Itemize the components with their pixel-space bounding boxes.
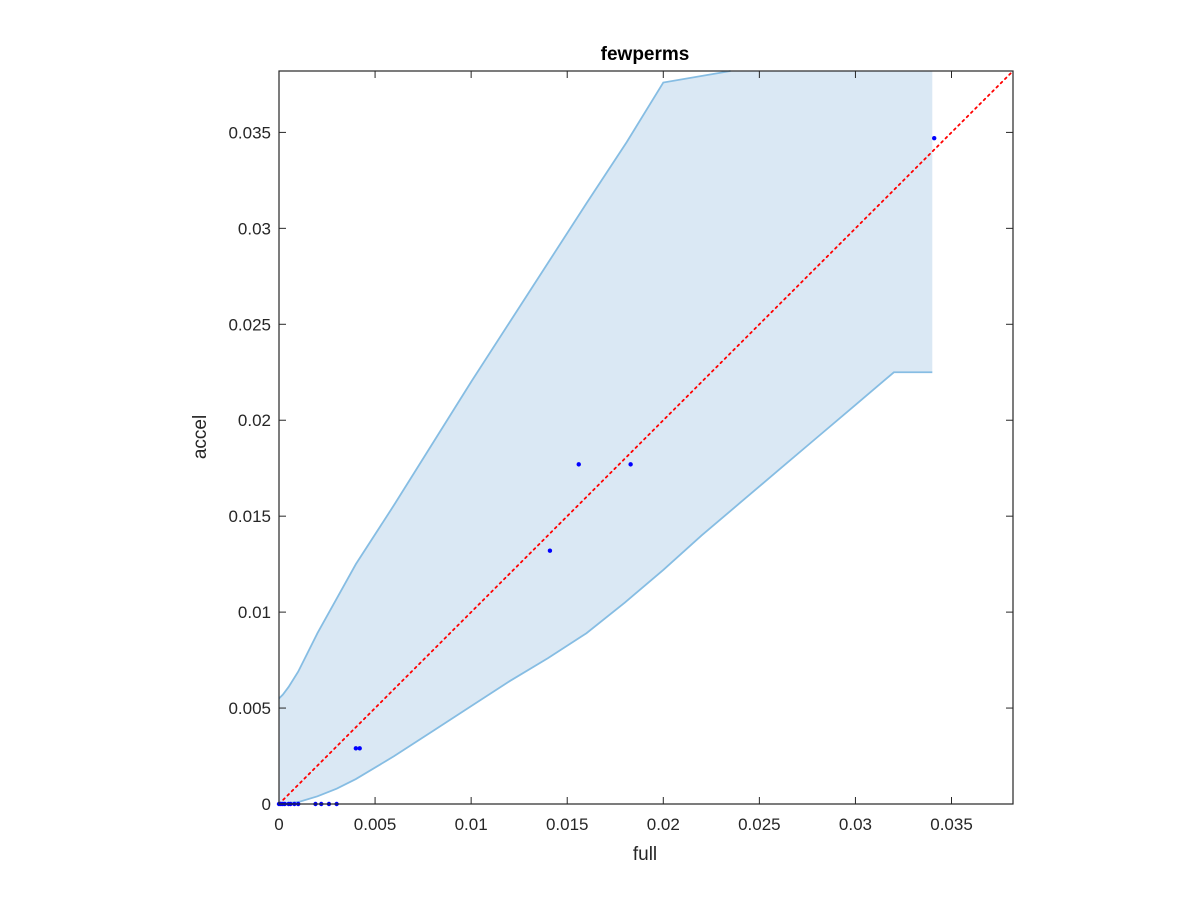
y-axis-ticks: 0 0.005 0.01 0.015 0.02 0.025 0.03 0.035 bbox=[228, 123, 1013, 814]
data-point bbox=[353, 746, 359, 751]
y-tick-label: 0.03 bbox=[238, 219, 271, 238]
y-tick-label: 0.005 bbox=[228, 699, 271, 718]
y-tick-label: 0.025 bbox=[228, 315, 271, 334]
data-point bbox=[576, 462, 581, 467]
plot-frame-box bbox=[278, 70, 1014, 805]
x-tick-label: 0.005 bbox=[354, 815, 397, 834]
x-tick-label: 0.025 bbox=[738, 815, 781, 834]
y-axis-label: accel bbox=[190, 415, 211, 459]
band-lower-edge bbox=[278, 371, 933, 805]
data-point bbox=[357, 746, 362, 751]
band-upper-edge bbox=[278, 70, 731, 700]
x-tick-label: 0.035 bbox=[930, 815, 973, 834]
y-tick-label: 0.02 bbox=[238, 411, 271, 430]
x-tick-label: 0.03 bbox=[839, 815, 872, 834]
confidence-band-fill bbox=[279, 71, 933, 804]
data-point bbox=[628, 462, 633, 467]
x-tick-label: 0.015 bbox=[546, 815, 589, 834]
data-point bbox=[547, 548, 553, 553]
x-axis-label: full bbox=[633, 844, 657, 865]
diagonal-reference-line bbox=[278, 70, 1014, 805]
y-tick-label: 0.015 bbox=[228, 507, 271, 526]
x-axis-ticks: 0 0.005 0.01 0.015 0.02 0.025 0.03 0.035 bbox=[274, 71, 973, 834]
chart-title: fewperms bbox=[601, 44, 690, 65]
x-tick-label: 0.02 bbox=[647, 815, 680, 834]
plot-frame bbox=[278, 70, 1014, 805]
y-tick-label: 0.01 bbox=[238, 603, 271, 622]
x-tick-label: 0 bbox=[274, 815, 283, 834]
x-tick-label: 0.01 bbox=[455, 815, 488, 834]
reference-line-layer bbox=[278, 70, 1014, 805]
confidence-band bbox=[278, 70, 933, 805]
data-point bbox=[932, 135, 937, 141]
y-tick-label: 0 bbox=[262, 795, 271, 814]
y-tick-label: 0.035 bbox=[228, 123, 271, 142]
